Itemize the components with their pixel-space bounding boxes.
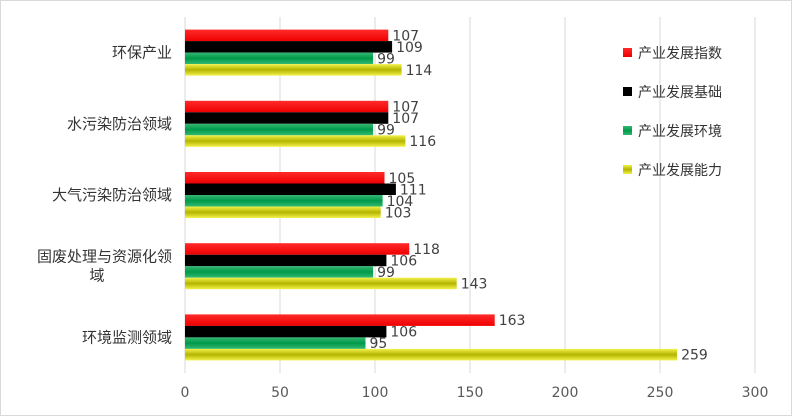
bar	[185, 243, 410, 255]
legend-swatch	[623, 48, 632, 57]
category-label: 环保产业	[112, 44, 172, 62]
data-label: 106	[390, 325, 417, 341]
x-tick-labels: 0 50 100 150 200 250 300	[181, 385, 769, 401]
data-label: 99	[377, 123, 395, 139]
bars	[185, 29, 678, 361]
category-label: 大气污染防治领域	[52, 186, 172, 204]
data-label: 103	[385, 205, 412, 221]
bar	[185, 41, 393, 53]
bar	[185, 52, 374, 65]
x-tick-label: 150	[457, 385, 484, 401]
legend-label: 产业发展基础	[638, 84, 722, 101]
data-label: 109	[396, 40, 423, 56]
data-labels: 1071099911410710799116105111104103118106…	[370, 28, 708, 363]
category-label: 水污染防治领域	[67, 115, 172, 133]
legend-label: 产业发展指数	[638, 46, 722, 62]
data-label: 114	[406, 63, 433, 79]
x-tick-label: 200	[552, 385, 579, 401]
category-label: 固废处理与资源化领域	[37, 248, 172, 285]
x-tick-label: 300	[742, 385, 769, 401]
bar	[185, 337, 366, 349]
data-label: 107	[392, 28, 419, 44]
bar	[185, 183, 396, 195]
legend-swatch	[623, 165, 632, 174]
legend-swatch	[623, 87, 632, 96]
bar	[185, 100, 389, 113]
bar	[185, 123, 374, 136]
bar	[185, 112, 389, 124]
bar	[185, 206, 381, 218]
x-tick-label: 50	[271, 385, 289, 401]
x-tick-label: 250	[647, 385, 674, 401]
bar	[185, 266, 374, 278]
bar	[185, 348, 678, 361]
data-label: 106	[390, 253, 417, 269]
data-label: 163	[499, 313, 526, 329]
data-label: 107	[392, 100, 419, 116]
data-label: 111	[400, 182, 427, 198]
data-label: 259	[681, 348, 708, 364]
bar	[185, 29, 389, 42]
category-label: 环境监测领域	[82, 328, 172, 346]
data-label: 107	[392, 111, 419, 127]
bar	[185, 254, 387, 267]
bar	[185, 325, 387, 338]
x-tick-label: 100	[362, 385, 389, 401]
data-label: 143	[461, 276, 488, 292]
bar	[185, 64, 402, 76]
bar	[185, 135, 406, 147]
bar	[185, 172, 385, 184]
data-label: 99	[377, 51, 395, 67]
data-label: 99	[377, 265, 395, 281]
data-label: 118	[413, 242, 440, 258]
legend-label: 产业发展环境	[638, 124, 722, 140]
data-label: 95	[370, 336, 388, 352]
data-label: 116	[409, 134, 436, 150]
bar	[185, 314, 495, 326]
legend-label: 产业发展能力	[638, 163, 722, 179]
legend-swatch	[623, 126, 632, 135]
bar	[185, 277, 457, 290]
data-label: 105	[389, 171, 416, 187]
data-label: 104	[387, 194, 414, 210]
bar	[185, 195, 383, 207]
x-tick-label: 0	[181, 385, 190, 401]
